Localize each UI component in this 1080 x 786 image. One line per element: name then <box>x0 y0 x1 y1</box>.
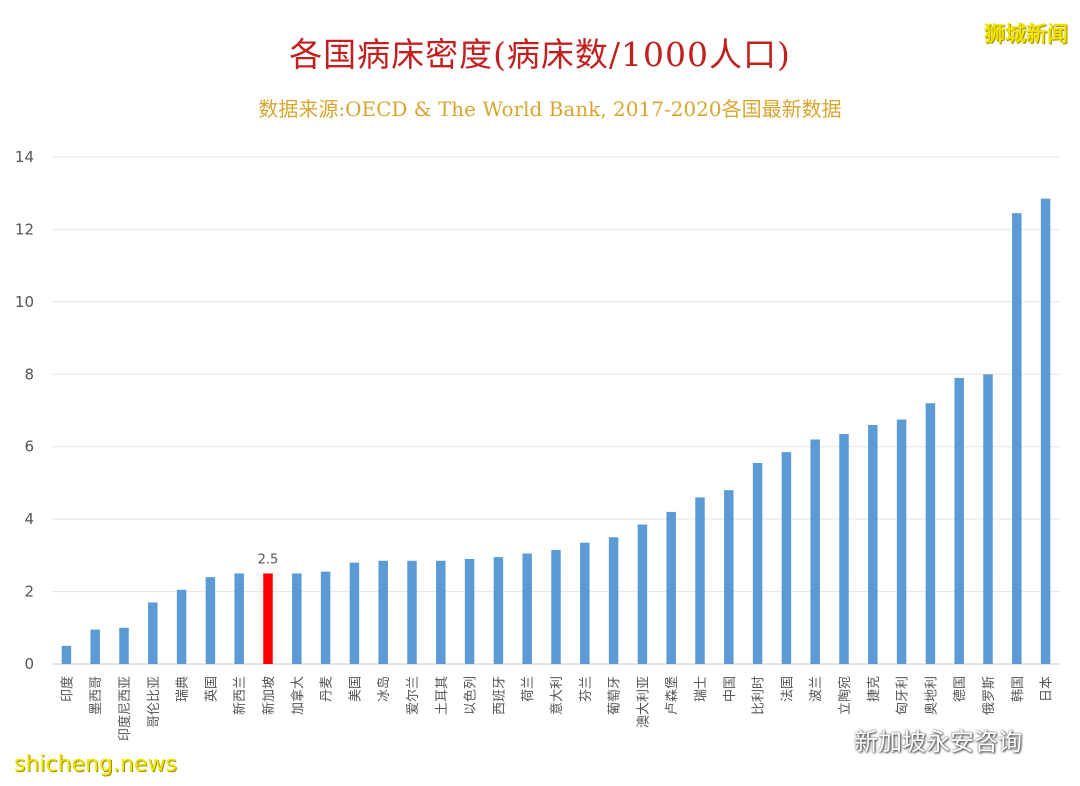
x-tick-label: 哥伦比亚 <box>147 676 162 728</box>
watermark-top-right: 狮城新闻 <box>984 22 1068 46</box>
x-tick-label: 印度 <box>59 676 75 702</box>
bar <box>263 573 273 664</box>
y-tick-label: 2 <box>24 583 34 601</box>
wechat-icon <box>819 728 847 751</box>
bar <box>464 558 475 664</box>
x-tick-label: 爱尔兰 <box>406 676 421 715</box>
bar <box>522 553 532 664</box>
bar <box>839 434 849 664</box>
x-tick-label: 比利时 <box>752 676 767 715</box>
x-tick-label: 奥地利 <box>924 676 939 715</box>
bar <box>119 627 129 664</box>
x-tick-label: 法国 <box>780 676 795 702</box>
bar <box>1012 213 1022 664</box>
x-tick-label: 瑞士 <box>694 676 709 702</box>
x-tick-label: 芬兰 <box>579 676 594 702</box>
x-tick-label: 美国 <box>348 676 363 702</box>
bar <box>349 562 360 664</box>
watermark-bottom-right: 新加坡永安咨询 <box>818 722 1022 757</box>
chart-subtitle: 数据来源:OECD & The World Bank, 2017-2020各国最… <box>258 97 842 121</box>
bar <box>407 560 417 664</box>
y-tick-label: 0 <box>24 655 34 673</box>
x-tick-label: 加拿大 <box>290 676 306 715</box>
bar <box>234 573 244 664</box>
bar <box>436 560 446 664</box>
x-tick-label: 韩国 <box>1011 676 1026 702</box>
x-tick-label: 印度尼西亚 <box>117 676 133 741</box>
bar <box>608 537 619 664</box>
bar <box>378 560 388 664</box>
x-tick-label: 冰岛 <box>376 676 392 702</box>
x-tick-label: 意大利 <box>549 676 565 715</box>
bar <box>896 419 907 664</box>
y-tick-label: 14 <box>15 148 34 166</box>
bar <box>320 571 331 664</box>
x-tick-label: 葡萄牙 <box>608 676 623 715</box>
x-tick-label: 中国 <box>723 676 738 702</box>
bar <box>637 524 648 664</box>
x-tick-label: 匈牙利 <box>896 676 911 715</box>
bar <box>666 511 676 664</box>
watermark-bottom-right-text: 新加坡永安咨询 <box>854 728 1022 756</box>
x-tick-label: 墨西哥 <box>89 676 104 715</box>
bar <box>810 439 820 664</box>
x-tick-label: 波兰 <box>809 676 824 702</box>
bar <box>205 577 216 664</box>
bar <box>493 557 504 664</box>
x-tick-label: 西班牙 <box>492 676 507 715</box>
bar <box>61 645 72 664</box>
x-tick-label: 瑞典 <box>176 676 191 702</box>
x-tick-label: 荷兰 <box>521 676 536 702</box>
y-tick-label: 12 <box>15 220 34 238</box>
bar <box>1040 198 1051 664</box>
bar <box>724 490 734 664</box>
x-tick-label: 捷克 <box>867 676 882 702</box>
x-tick-label: 新西兰 <box>232 676 248 715</box>
bar <box>752 463 763 664</box>
x-tick-label: 土耳其 <box>435 676 450 715</box>
bar <box>580 542 590 664</box>
bar <box>292 573 302 664</box>
bar <box>90 629 100 664</box>
x-tick-label: 俄罗斯 <box>982 676 997 715</box>
bar <box>781 452 792 664</box>
x-tick-label: 卢森堡 <box>664 676 680 715</box>
x-tick-label: 立陶宛 <box>837 676 853 715</box>
x-tick-label: 德国 <box>953 676 968 702</box>
watermark-bottom-left: shicheng.news <box>14 752 177 777</box>
x-tick-label: 丹麦 <box>320 676 335 702</box>
bar <box>148 602 158 664</box>
x-tick-label: 日本 <box>1040 676 1055 702</box>
y-tick-label: 10 <box>15 293 34 311</box>
bar <box>954 377 964 664</box>
bar <box>868 424 878 664</box>
x-tick-label: 澳大利亚 <box>635 676 651 728</box>
data-label: 2.5 <box>258 552 279 567</box>
bar <box>695 497 705 664</box>
y-tick-label: 6 <box>24 438 34 456</box>
y-tick-label: 8 <box>24 365 34 383</box>
y-tick-label: 4 <box>24 510 34 528</box>
bar <box>551 549 561 664</box>
bar <box>176 589 187 664</box>
bar <box>983 374 993 664</box>
x-tick-label: 英国 <box>204 676 219 702</box>
chart-title: 各国病床密度(病床数/1000人口) <box>289 35 791 74</box>
x-tick-label: 新加坡 <box>261 676 277 715</box>
bar <box>925 403 936 664</box>
x-tick-label: 以色列 <box>463 676 479 715</box>
